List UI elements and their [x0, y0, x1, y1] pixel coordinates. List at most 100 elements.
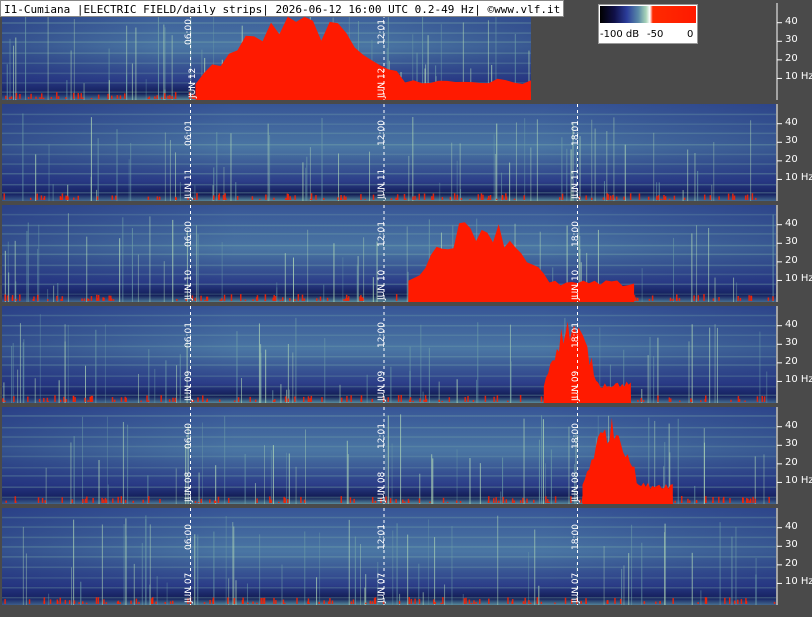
colorbar-label-mid: -50	[647, 29, 664, 40]
low-freq-burst	[327, 601, 330, 604]
strip-marker-label: 06:01	[183, 322, 194, 348]
noise-streak	[179, 182, 181, 201]
low-freq-burst	[87, 400, 89, 402]
noise-streak	[97, 138, 99, 201]
low-freq-burst	[745, 598, 747, 604]
low-freq-burst	[465, 597, 467, 604]
noise-streak	[419, 473, 421, 504]
noise-streak	[17, 369, 19, 403]
low-freq-burst	[747, 498, 749, 503]
noise-streak	[432, 458, 434, 504]
noise-streak	[73, 519, 75, 605]
low-freq-burst	[364, 198, 366, 200]
low-freq-burst	[254, 399, 257, 402]
noise-streak	[7, 241, 9, 302]
strip-marker-label: JUN 07	[570, 572, 581, 603]
low-freq-burst	[188, 92, 191, 99]
low-freq-burst	[269, 496, 271, 503]
noise-streak	[295, 317, 297, 403]
strip-marker-label: 18:00	[570, 221, 581, 247]
low-freq-burst	[156, 95, 159, 99]
noise-streak	[116, 129, 118, 201]
harmonic-band	[2, 415, 776, 417]
low-freq-burst	[259, 198, 261, 200]
low-freq-burst	[74, 397, 76, 402]
low-freq-burst	[382, 601, 385, 604]
noise-streak	[147, 475, 149, 504]
low-freq-burst	[60, 298, 62, 301]
noise-streak	[53, 285, 55, 302]
noise-streak	[408, 155, 410, 201]
colorbar-label-min: -100 dB	[600, 29, 640, 40]
low-freq-burst	[680, 496, 683, 503]
noise-streak	[359, 544, 361, 605]
low-freq-burst	[398, 600, 401, 604]
colorbar-label-max: 0	[687, 29, 694, 40]
noise-streak	[145, 79, 147, 100]
noise-streak	[85, 365, 87, 403]
noise-streak	[731, 536, 733, 605]
low-freq-burst	[284, 396, 287, 402]
low-freq-burst	[410, 598, 413, 604]
low-freq-burst	[110, 295, 112, 301]
low-freq-burst	[495, 198, 498, 200]
low-freq-burst	[763, 396, 766, 402]
noise-streak	[149, 584, 151, 605]
low-freq-burst	[487, 198, 489, 200]
low-freq-burst	[365, 602, 367, 604]
low-freq-burst	[124, 499, 127, 503]
noise-streak	[22, 342, 24, 403]
y-tick-label: 40	[785, 15, 798, 27]
low-freq-burst	[513, 198, 516, 200]
low-freq-burst	[331, 600, 334, 604]
low-freq-burst	[300, 496, 302, 503]
low-freq-burst	[46, 397, 49, 402]
low-freq-burst	[343, 195, 346, 200]
low-freq-burst	[86, 496, 88, 503]
low-freq-burst	[237, 397, 240, 402]
low-freq-burst	[585, 598, 587, 604]
noise-streak	[691, 324, 693, 403]
noise-streak	[469, 458, 471, 504]
low-freq-burst	[418, 498, 421, 503]
noise-streak	[35, 154, 37, 201]
noise-streak	[621, 568, 623, 605]
strip-marker-label: 12:01	[377, 19, 387, 45]
noise-streak	[197, 534, 199, 605]
low-freq-burst	[693, 295, 695, 301]
noise-streak	[38, 224, 40, 302]
y-tick-label: 20	[785, 52, 798, 64]
low-freq-burst	[287, 398, 289, 402]
noise-streak	[524, 118, 526, 201]
noise-streak	[67, 184, 69, 201]
noise-streak	[416, 52, 418, 100]
noise-streak	[387, 13, 389, 100]
noise-streak	[346, 440, 348, 504]
low-freq-burst	[663, 194, 665, 200]
noise-streak	[664, 442, 666, 504]
low-freq-burst	[773, 601, 776, 604]
low-freq-burst	[607, 600, 609, 604]
low-freq-burst	[119, 602, 121, 604]
noise-streak	[497, 515, 499, 605]
noise-streak	[439, 182, 441, 201]
low-freq-burst	[96, 196, 99, 200]
low-freq-burst	[733, 195, 736, 200]
low-freq-burst	[158, 196, 161, 200]
noise-streak	[372, 277, 374, 302]
noise-streak	[64, 324, 66, 403]
low-freq-burst	[396, 194, 399, 200]
low-freq-burst	[108, 295, 110, 301]
low-freq-burst	[309, 198, 312, 200]
low-freq-burst	[164, 601, 166, 604]
harmonic-band	[2, 163, 776, 165]
low-freq-burst	[87, 299, 90, 301]
noise-streak	[653, 356, 655, 403]
low-freq-burst	[347, 298, 349, 301]
low-freq-burst	[718, 496, 720, 503]
low-freq-burst	[174, 397, 177, 402]
noise-streak	[164, 132, 166, 201]
noise-streak	[3, 382, 5, 403]
low-freq-burst	[227, 497, 230, 503]
low-freq-burst	[120, 496, 123, 503]
